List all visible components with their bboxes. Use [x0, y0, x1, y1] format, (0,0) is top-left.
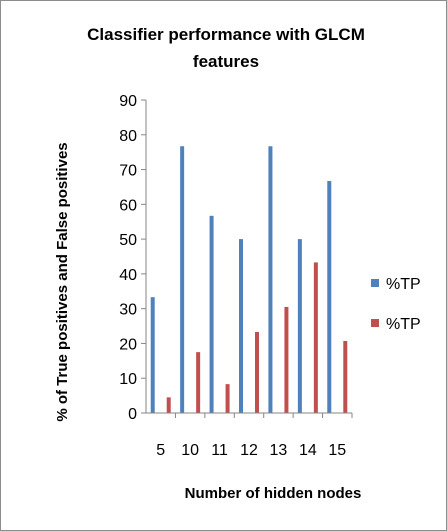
bar-series-2-13	[284, 306, 289, 413]
bar-series-1-14	[297, 239, 302, 413]
bar-series-2-10	[196, 352, 201, 413]
chart-title-line-1: Classifier performance with GLCM	[87, 25, 365, 44]
bar-series-1-12	[239, 239, 243, 413]
y-tick-label: 50	[119, 232, 137, 249]
bar-series-1-11	[209, 215, 214, 413]
y-tick-label: 60	[119, 197, 137, 214]
y-tick-label: 40	[119, 267, 137, 284]
x-tick-label: 5	[156, 442, 165, 459]
bar-series	[150, 146, 348, 413]
y-tick-label: 20	[119, 336, 137, 353]
y-tick-label: 70	[119, 163, 137, 180]
bar-series-1-5	[150, 297, 155, 413]
x-axis-ticks: 5 10 11 12 13 14 15	[156, 413, 353, 459]
y-tick-label: 10	[119, 371, 137, 388]
x-tick-label: 13	[270, 442, 288, 459]
bar-series-1-10	[180, 146, 185, 413]
chart-title-line-2: features	[193, 52, 259, 71]
legend-label-series-2: %TP	[386, 316, 421, 333]
bar-series-2-15	[343, 341, 348, 413]
x-tick-label: 11	[211, 442, 228, 459]
x-tick-label: 15	[328, 442, 346, 459]
y-axis-label: % of True positives and False positives	[54, 142, 71, 421]
x-axis-label: Number of hidden nodes	[185, 485, 362, 502]
y-tick-label: 90	[119, 93, 137, 110]
bar-series-2-11	[225, 384, 230, 413]
bar-series-1-15	[327, 181, 332, 413]
x-tick-label: 10	[181, 442, 199, 459]
bar-series-2-5	[166, 397, 171, 413]
legend-swatch-series-1	[371, 279, 379, 287]
y-tick-label: 30	[119, 302, 137, 319]
y-tick-label: 0	[128, 406, 137, 423]
bar-series-1-13	[268, 146, 273, 413]
legend-label-series-1: %TP	[386, 276, 421, 293]
legend-swatch-series-2	[371, 319, 379, 327]
bar-series-2-14	[313, 262, 318, 413]
legend: %TP %TP	[371, 276, 421, 333]
y-tick-label: 80	[119, 128, 137, 145]
x-tick-label: 14	[299, 442, 317, 459]
x-tick-label: 12	[240, 442, 258, 459]
y-axis-ticks: 0 10 20 30 40 50 60 70 80 90	[119, 93, 146, 423]
bar-series-2-12	[255, 331, 259, 413]
